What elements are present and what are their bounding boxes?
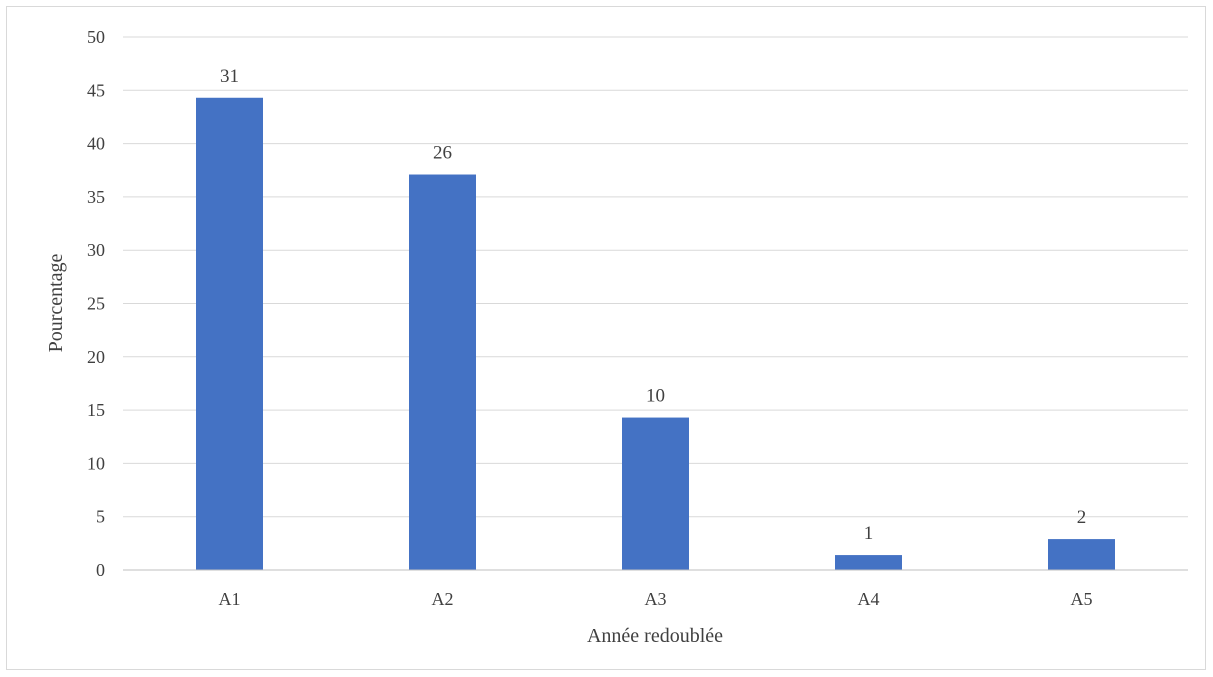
y-tick-label: 0 bbox=[96, 560, 105, 580]
x-tick-label-a4: A4 bbox=[858, 589, 880, 609]
x-tick-label-a3: A3 bbox=[645, 589, 667, 609]
x-axis-title: Année redoublée bbox=[587, 625, 723, 647]
x-tick-label-a2: A2 bbox=[432, 589, 454, 609]
y-tick-label: 40 bbox=[87, 134, 105, 154]
y-tick-label: 5 bbox=[96, 507, 105, 527]
y-tick-labels: 0 5 10 15 20 25 30 35 40 45 50 bbox=[87, 27, 105, 580]
bar-a3 bbox=[622, 417, 689, 570]
x-tick-label-a5: A5 bbox=[1071, 589, 1093, 609]
data-labels: 31 26 10 1 2 bbox=[220, 66, 1086, 544]
x-tick-label-a1: A1 bbox=[219, 589, 241, 609]
y-tick-label: 15 bbox=[87, 400, 105, 420]
y-tick-label: 45 bbox=[87, 80, 105, 100]
y-tick-label: 30 bbox=[87, 240, 105, 260]
gridlines bbox=[123, 36, 1188, 518]
data-label-a3: 10 bbox=[646, 386, 665, 407]
y-axis-title: Pourcentage bbox=[45, 253, 67, 352]
data-label-a4: 1 bbox=[864, 523, 874, 544]
bar-a4 bbox=[835, 555, 902, 570]
y-tick-label: 25 bbox=[87, 294, 105, 314]
data-label-a1: 31 bbox=[220, 66, 239, 87]
bar-a1 bbox=[196, 97, 263, 571]
y-tick-label: 20 bbox=[87, 347, 105, 367]
bar-a5 bbox=[1048, 539, 1115, 570]
data-label-a5: 2 bbox=[1077, 507, 1087, 528]
x-tick-labels: A1 A2 A3 A4 A5 bbox=[219, 589, 1093, 609]
y-tick-label: 50 bbox=[87, 27, 105, 47]
data-label-a2: 26 bbox=[433, 143, 452, 164]
y-tick-label: 10 bbox=[87, 453, 105, 473]
bar-a2 bbox=[409, 174, 476, 570]
bars bbox=[196, 97, 1115, 571]
y-tick-label: 35 bbox=[87, 187, 105, 207]
